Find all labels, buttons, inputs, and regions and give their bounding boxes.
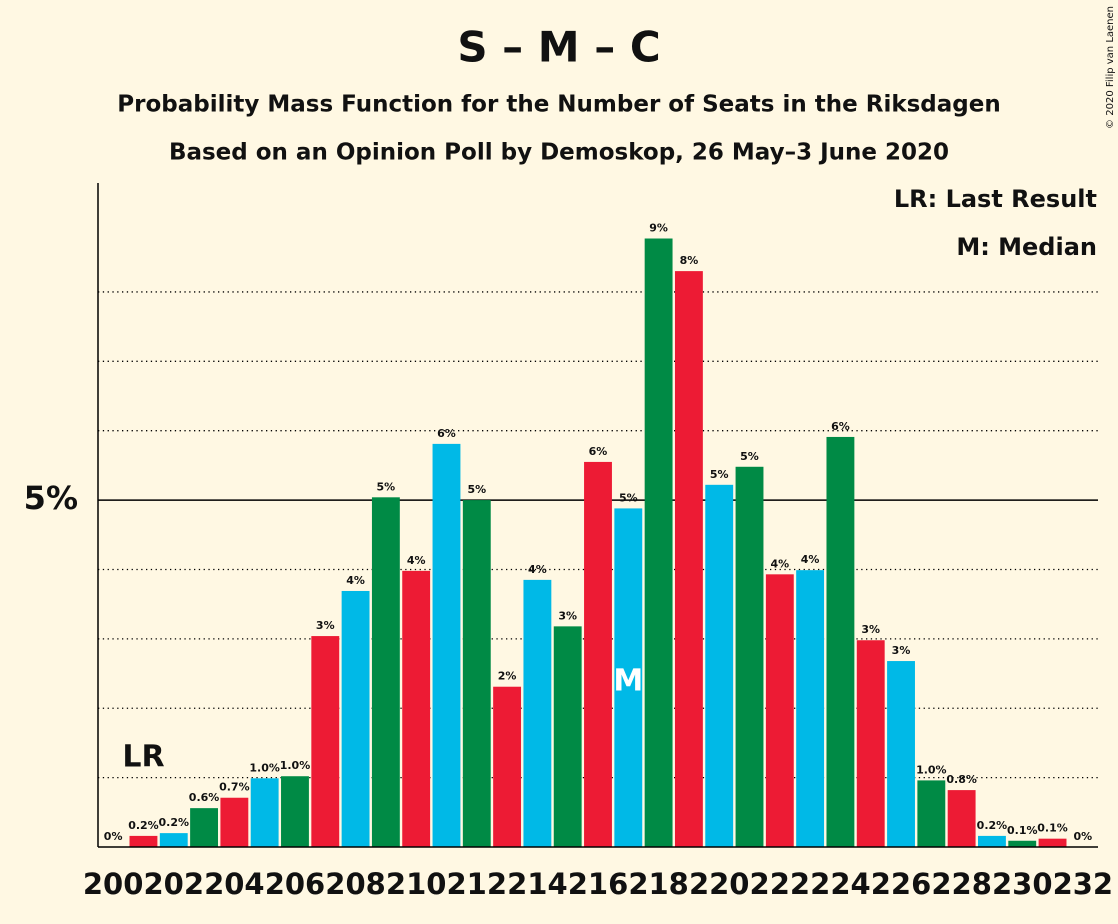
- bar: [917, 780, 946, 847]
- value-label: 6%: [437, 427, 456, 440]
- x-tick-label: 214: [507, 867, 568, 901]
- value-label: 9%: [649, 222, 668, 235]
- bar: [553, 626, 582, 847]
- bar: [705, 484, 734, 847]
- chart-subtitle: Based on an Opinion Poll by Demoskop, 26…: [169, 140, 949, 166]
- value-label: 1.0%: [916, 763, 947, 776]
- x-tick-label: 228: [931, 867, 992, 901]
- bar: [856, 640, 885, 847]
- value-label: 6%: [589, 445, 608, 458]
- bar: [371, 497, 400, 847]
- value-label: 5%: [740, 450, 759, 463]
- value-label: 0.7%: [219, 781, 250, 794]
- legend-entry: LR: Last Result: [894, 185, 1097, 213]
- bar: [250, 778, 279, 847]
- value-label: 0.2%: [977, 819, 1008, 832]
- value-label: 4%: [801, 553, 820, 566]
- bar: [159, 833, 188, 847]
- bar: [765, 574, 794, 847]
- bar: [826, 436, 855, 847]
- value-label: 5%: [619, 491, 638, 504]
- value-label: 0%: [1074, 830, 1093, 843]
- value-label: 1.0%: [280, 759, 311, 772]
- bar: [493, 686, 522, 847]
- x-tick-label: 216: [568, 867, 629, 901]
- bar: [523, 579, 552, 847]
- bar: [462, 500, 491, 847]
- value-label: 3%: [558, 609, 577, 622]
- bar: [432, 443, 461, 847]
- bar: [1038, 838, 1067, 847]
- value-label: 3%: [892, 644, 911, 657]
- value-label: 0.1%: [1007, 824, 1038, 837]
- value-label: 4%: [407, 554, 426, 567]
- value-label: 0%: [104, 830, 123, 843]
- annotation: LR: [122, 739, 164, 774]
- value-label: 5%: [710, 468, 729, 481]
- value-label: 4%: [528, 563, 547, 576]
- value-label: 0.8%: [946, 773, 977, 786]
- value-label: 6%: [831, 420, 850, 433]
- chart-title: S – M – C: [457, 23, 660, 72]
- bar: [190, 808, 218, 847]
- value-label: 0.2%: [128, 819, 159, 832]
- copyright: © 2020 Filip van Laenen: [1105, 6, 1116, 129]
- annotation: M: [613, 664, 643, 699]
- value-label: 0.2%: [158, 816, 189, 829]
- y-tick-label: 5%: [24, 479, 78, 517]
- x-tick-label: 218: [628, 867, 689, 901]
- bar: [644, 238, 673, 848]
- chart-subtitle: Probability Mass Function for the Number…: [117, 92, 1000, 118]
- x-tick-label: 232: [1053, 867, 1114, 901]
- x-tick-label: 224: [810, 867, 871, 901]
- bar: [584, 461, 612, 847]
- x-tick-label: 212: [447, 867, 508, 901]
- x-tick-label: 200: [83, 867, 144, 901]
- bar: [978, 835, 1006, 847]
- x-tick-label: 230: [992, 867, 1053, 901]
- bar: [220, 797, 249, 847]
- value-label: 2%: [498, 670, 517, 683]
- bar: [614, 508, 643, 847]
- value-label: 0.6%: [189, 791, 220, 804]
- x-tick-label: 206: [265, 867, 326, 901]
- bar: [947, 790, 976, 847]
- x-tick-label: 222: [750, 867, 811, 901]
- x-tick-label: 226: [871, 867, 932, 901]
- bar: [796, 570, 825, 847]
- bar: [674, 271, 703, 847]
- x-tick-label: 208: [325, 867, 386, 901]
- x-tick-label: 204: [204, 867, 265, 901]
- bar: [341, 590, 370, 847]
- value-label: 3%: [316, 619, 335, 632]
- bar: [281, 776, 309, 847]
- x-tick-label: 220: [689, 867, 750, 901]
- bar: [129, 835, 158, 847]
- x-tick-label: 202: [143, 867, 204, 901]
- bar: [402, 570, 431, 847]
- value-label: 4%: [346, 574, 365, 587]
- value-label: 8%: [680, 254, 699, 267]
- value-label: 1.0%: [249, 761, 280, 774]
- value-label: 0.1%: [1037, 822, 1068, 835]
- bar: [311, 636, 340, 847]
- value-label: 3%: [861, 623, 880, 636]
- bar: [1008, 840, 1037, 847]
- legend-entry: M: Median: [956, 233, 1097, 261]
- value-label: 4%: [770, 557, 789, 570]
- bar: [887, 661, 915, 847]
- value-label: 5%: [377, 480, 396, 493]
- bar: [735, 466, 764, 847]
- value-label: 5%: [467, 483, 486, 496]
- x-tick-label: 210: [386, 867, 447, 901]
